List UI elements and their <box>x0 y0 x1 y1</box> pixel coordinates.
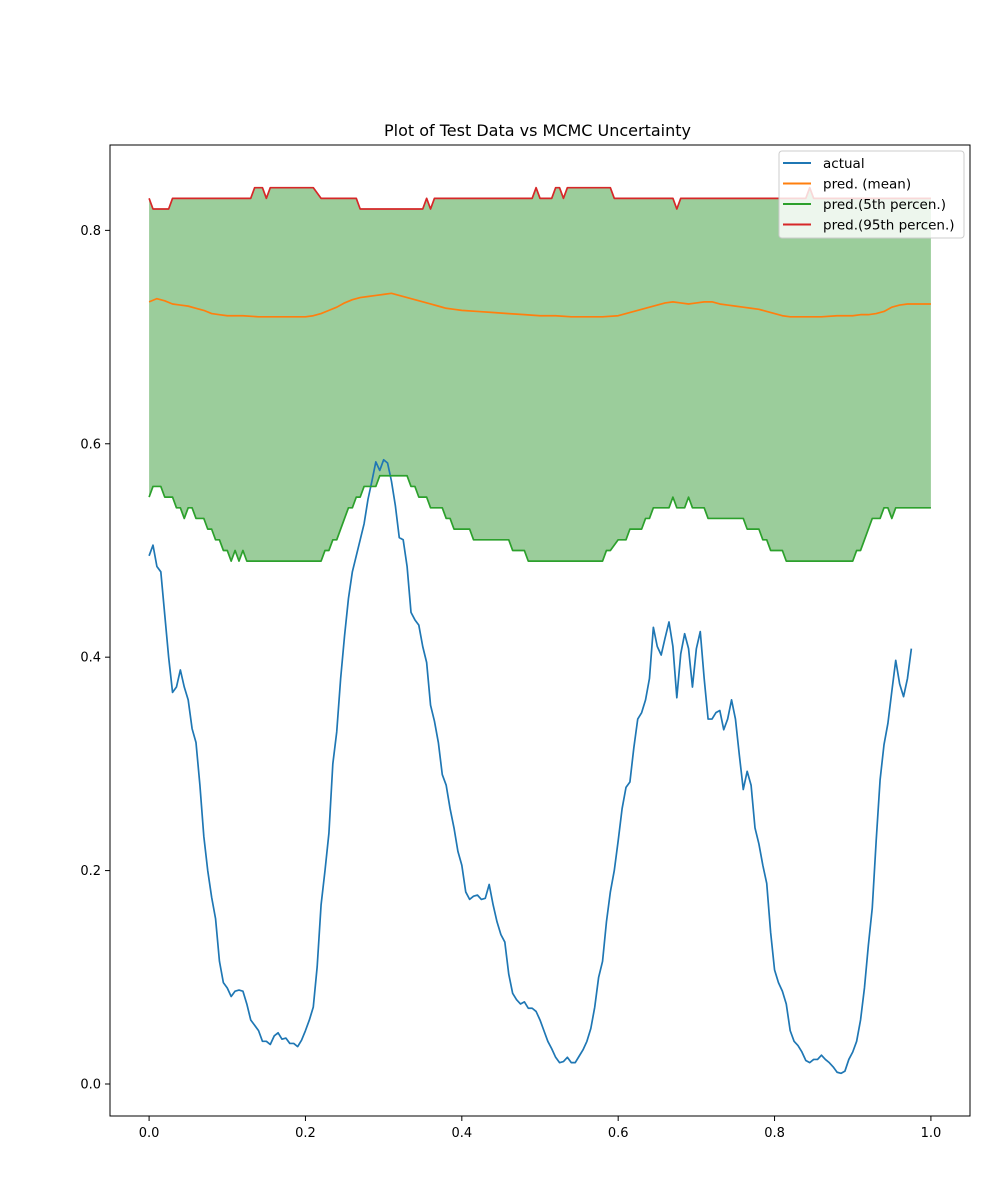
legend-label: pred.(95th percen.) <box>823 218 955 234</box>
series-line-pred-5th-percen <box>148 474 931 562</box>
series-line-pred-95th-percen <box>148 186 931 210</box>
legend: actual pred. (mean) pred.(5th percen.) pred… <box>778 150 965 239</box>
y-tick-label: 0.0 <box>80 1077 101 1092</box>
series-line-pred-mean <box>148 292 931 318</box>
y-tick-label: 0.2 <box>80 864 101 879</box>
y-tick-label: 0.4 <box>80 651 101 666</box>
x-tick-label: 0.4 <box>451 1126 472 1141</box>
legend-label: pred. (mean) <box>823 177 911 193</box>
x-tick-label: 0.6 <box>608 1126 629 1141</box>
legend-label: pred.(5th percen.) <box>823 197 946 213</box>
y-axis: 0.0 0.2 0.4 0.6 0.8 <box>80 224 110 1092</box>
plot-frame <box>109 144 971 1117</box>
x-tick-label: 0.0 <box>139 1126 160 1141</box>
x-tick-label: 0.8 <box>764 1126 785 1141</box>
x-tick-label: 1.0 <box>921 1126 942 1141</box>
legend-box <box>778 150 965 239</box>
y-tick-label: 0.6 <box>80 437 101 452</box>
series-line-actual <box>148 458 913 1075</box>
uncertainty-band <box>149 187 931 562</box>
plot-area <box>148 186 931 1075</box>
chart-title: Plot of Test Data vs MCMC Uncertainty <box>384 121 691 140</box>
legend-label: actual <box>823 156 865 172</box>
y-tick-label: 0.8 <box>80 224 101 239</box>
x-tick-label: 0.2 <box>295 1126 316 1141</box>
x-axis: 0.0 0.2 0.4 0.6 0.8 1.0 <box>139 1116 942 1141</box>
